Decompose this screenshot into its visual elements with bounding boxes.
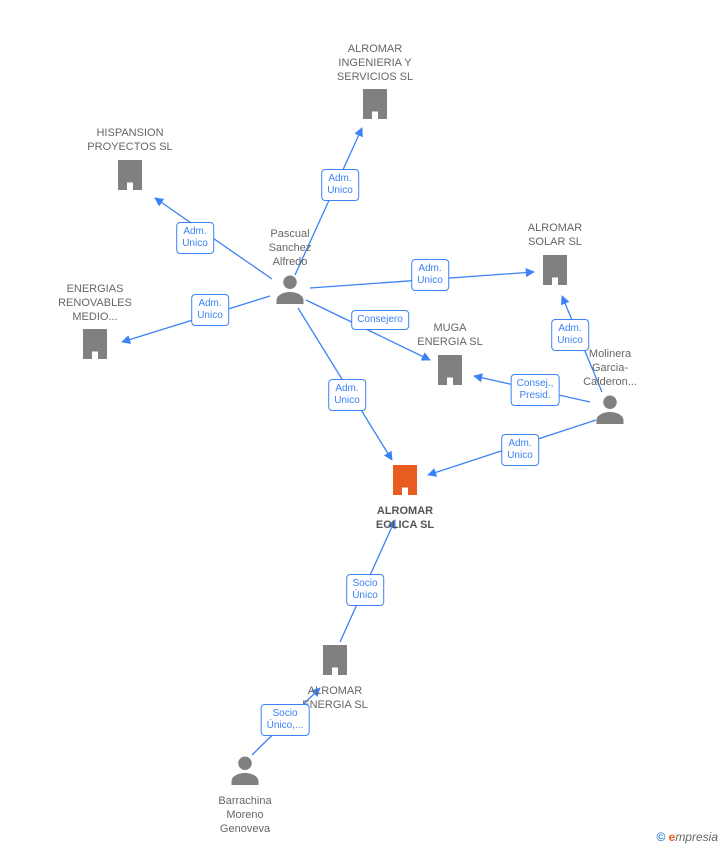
brand-logo: empresia (669, 830, 718, 844)
edge-label: Adm. Unico (191, 294, 229, 326)
edge-label: Adm. Unico (411, 259, 449, 291)
footer-attribution: © empresia (656, 830, 718, 844)
edge-label: Adm. Unico (328, 379, 366, 411)
network-diagram: Pascual Sanchez Alfredo ALROMAR INGENIER… (0, 0, 728, 850)
edge-label: Adm. Unico (321, 169, 359, 201)
edge-line (295, 128, 362, 275)
edge-label: Adm. Unico (176, 222, 214, 254)
edge-label: Consejero (351, 310, 409, 330)
edge-label: Consej., Presid. (511, 374, 560, 406)
edge-label: Socio Único (346, 574, 384, 606)
copyright-symbol: © (656, 830, 665, 844)
edge-label: Socio Único,... (261, 704, 310, 736)
edge-label: Adm. Unico (551, 319, 589, 351)
edges-layer (0, 0, 728, 850)
edge-label: Adm. Unico (501, 434, 539, 466)
